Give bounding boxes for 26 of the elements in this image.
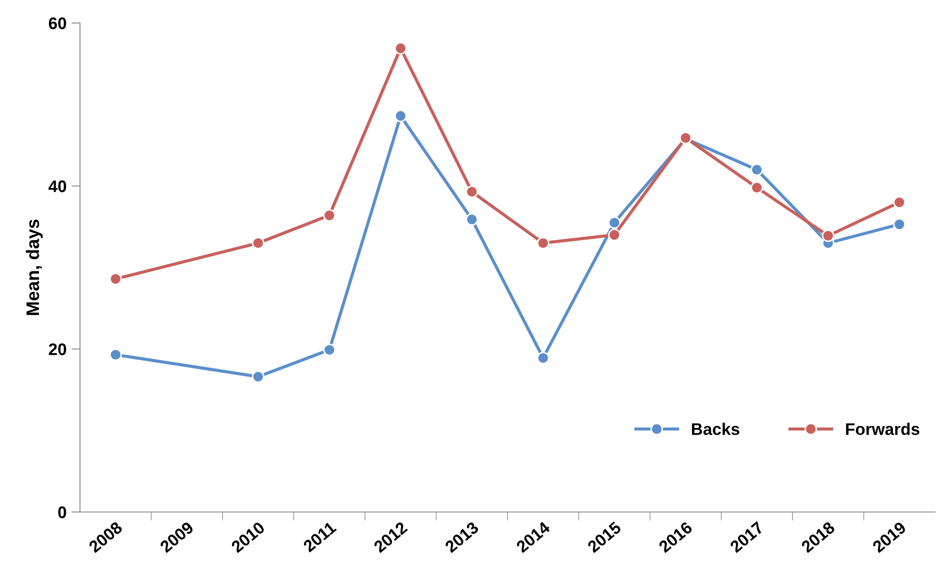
y-tick-label: 20 (48, 343, 66, 356)
y-tick-label: 40 (48, 180, 66, 192)
point (750, 181, 764, 194)
point (466, 185, 478, 198)
point (536, 236, 550, 250)
point (893, 218, 906, 231)
y-tick-label: 0 (58, 506, 66, 518)
point (252, 370, 264, 383)
point (822, 229, 834, 242)
point (109, 272, 122, 286)
point (323, 344, 336, 356)
point (750, 163, 764, 176)
legend-label: Forwards (846, 422, 920, 436)
legend-label: Backs (692, 422, 740, 436)
point (466, 213, 478, 226)
y-tick-label: 60 (48, 17, 66, 30)
point (608, 216, 621, 229)
point (536, 352, 550, 364)
point (252, 236, 264, 250)
y-axis-title: Mean, days (26, 220, 43, 315)
point (394, 110, 407, 122)
point (394, 42, 407, 55)
point (323, 209, 336, 222)
point (109, 348, 122, 361)
point (608, 228, 621, 242)
point (893, 196, 906, 209)
